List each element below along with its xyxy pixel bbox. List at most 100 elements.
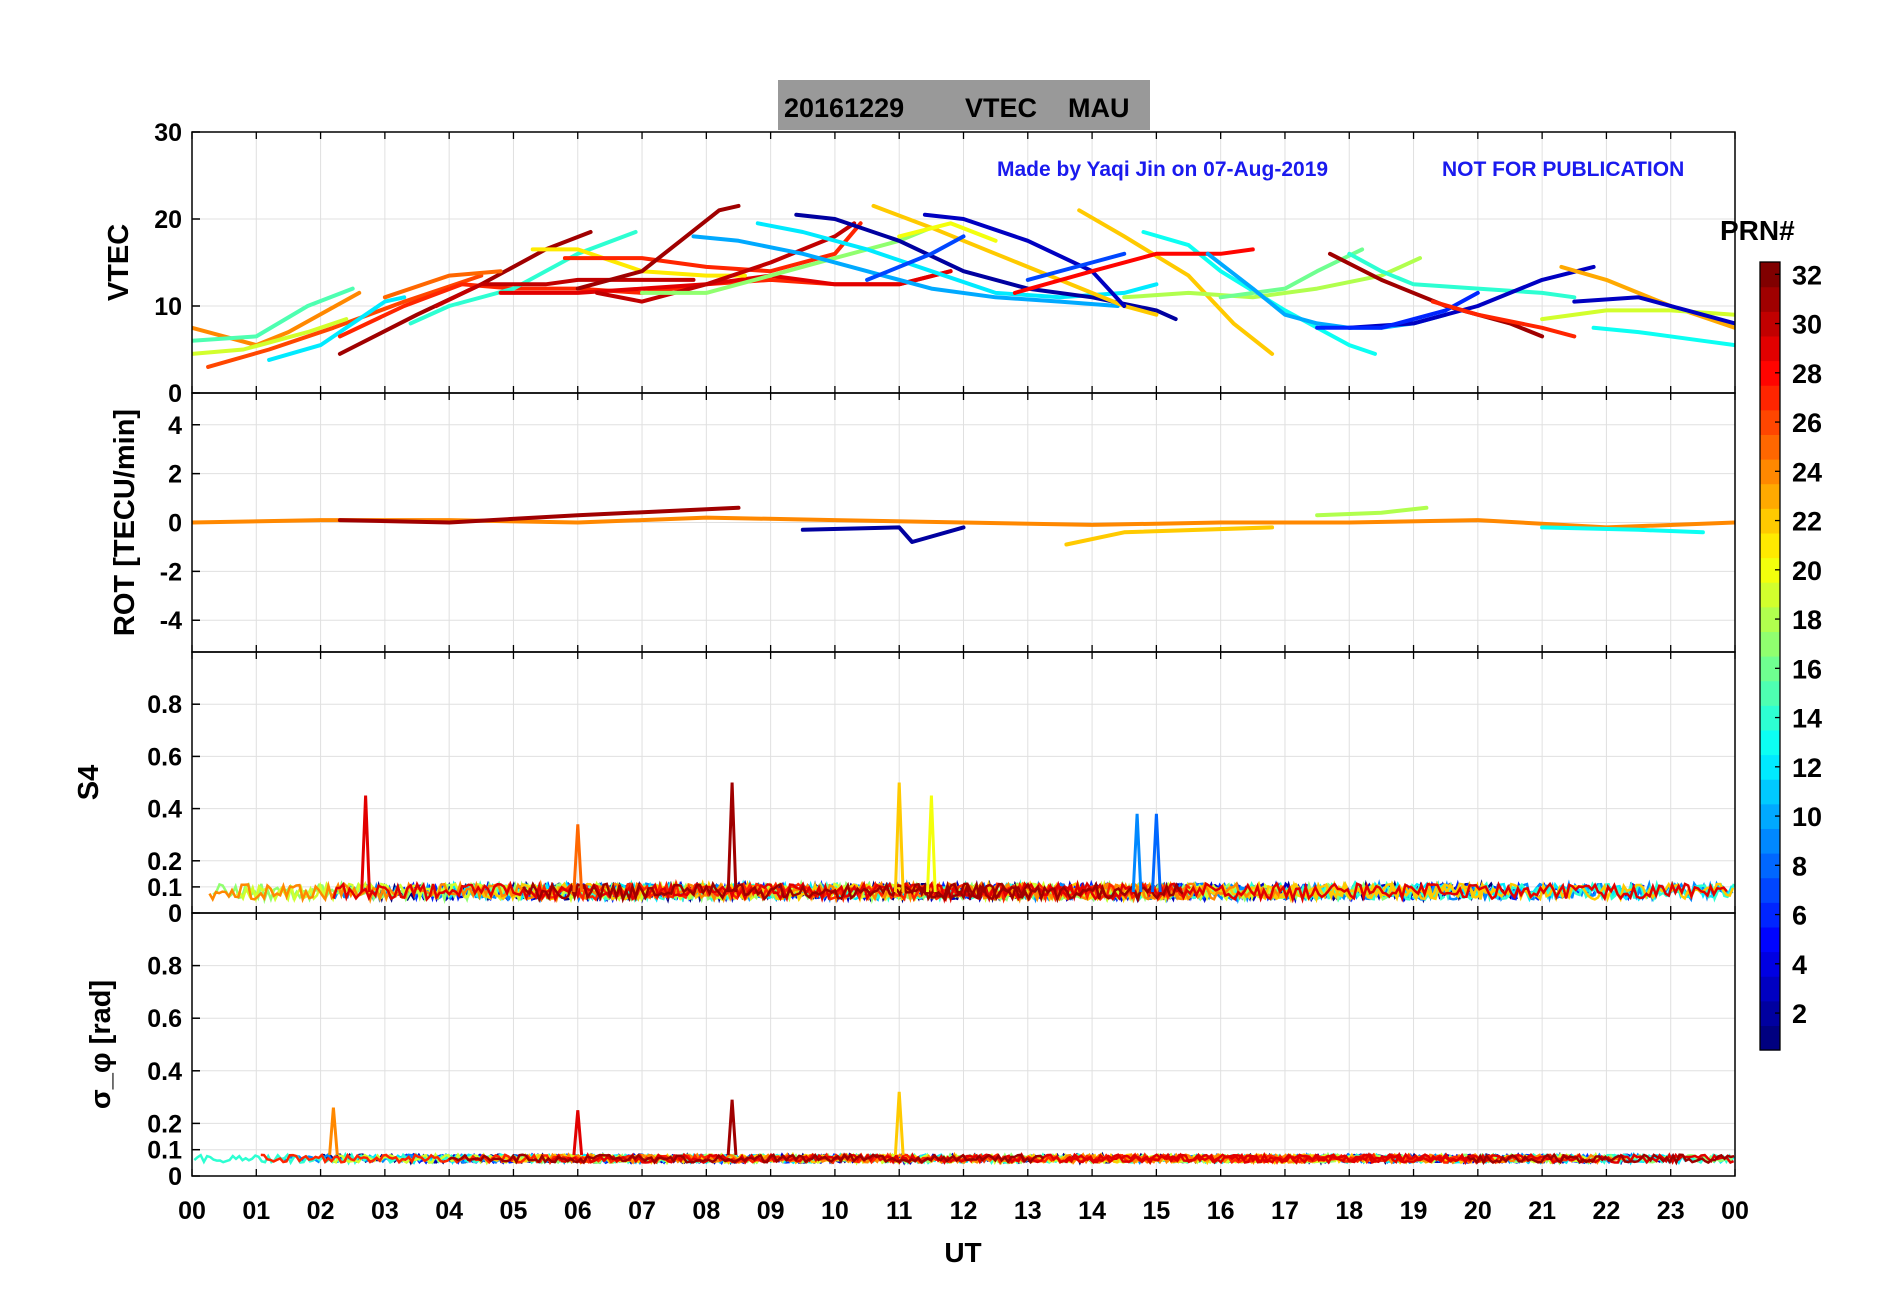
y-tick-label: 0.6	[147, 743, 182, 771]
colorbar-tick-label: 20	[1792, 556, 1822, 586]
colorbar-swatch	[1760, 656, 1780, 682]
colorbar-tick-label: 30	[1792, 310, 1822, 340]
x-tick-label: 07	[628, 1197, 656, 1225]
colorbar-swatch	[1760, 311, 1780, 337]
data-S4	[208, 782, 1735, 905]
y-tick-label: 0	[168, 380, 182, 408]
colorbar-swatch	[1760, 803, 1780, 829]
x-tick-label: 01	[242, 1197, 270, 1225]
colorbar-swatch	[1760, 729, 1780, 756]
series-prn-10	[691, 234, 1120, 308]
series-prn-6	[1315, 290, 1480, 330]
x-tick-label: 20	[1464, 1197, 1492, 1225]
series-prn-17	[640, 225, 934, 295]
peak-prn-9	[1131, 813, 1143, 893]
peak-prn-31	[726, 782, 738, 893]
series-prn-23	[1559, 264, 1735, 330]
peak-prn-24	[328, 1107, 339, 1156]
colorbar-swatch	[1760, 1000, 1780, 1026]
colorbar-tick-label: 10	[1792, 802, 1822, 832]
colorbar-swatch	[1760, 853, 1780, 879]
y-tick-label: 0.8	[147, 953, 182, 981]
y-tick-label: -4	[160, 607, 182, 635]
colorbar-swatch	[1760, 360, 1780, 386]
trace-prn-31	[448, 1152, 1045, 1165]
trace-prn-31	[522, 880, 1033, 904]
colorbar-swatch	[1760, 680, 1780, 706]
x-axis-ticks: 00 01 02 03 04 05 06 07 08 09 10 11 12 13 14 15 16 17 18 19…	[178, 1197, 1749, 1225]
y-tick-label: 0	[168, 900, 182, 928]
colorbar-swatch	[1760, 754, 1780, 780]
colorbar-tick-label: 22	[1792, 507, 1822, 537]
data-sigma_phi	[193, 1091, 1735, 1166]
x-tick-label: 00	[1721, 1197, 1749, 1225]
colorbar-swatch	[1760, 262, 1780, 288]
colorbar-tick-label: 8	[1792, 851, 1807, 881]
y-tick-label: 0.1	[147, 874, 182, 902]
colorbar-swatch	[1760, 902, 1780, 928]
series-prn-29	[498, 269, 953, 295]
colorbar-tick-label: 24	[1792, 457, 1822, 487]
peak-prn-29	[572, 1110, 584, 1156]
notice-text: NOT FOR PUBLICATION	[1442, 158, 1684, 181]
series-prn-30	[434, 277, 696, 308]
series-prn-25	[382, 269, 503, 300]
x-tick-label: 08	[692, 1197, 720, 1225]
y-axis-label: σ_φ [rad]	[85, 980, 117, 1109]
colorbar-swatch	[1760, 508, 1780, 534]
x-tick-label: 15	[1142, 1197, 1170, 1225]
x-tick-label: 13	[1014, 1197, 1042, 1225]
colorbar-swatch	[1760, 434, 1780, 460]
peak-prn-22	[893, 1091, 905, 1156]
series-prn-26	[206, 273, 484, 369]
data-VTEC	[192, 203, 1735, 369]
x-tick-label: 17	[1271, 1197, 1299, 1225]
colorbar-swatch	[1760, 877, 1780, 903]
colorbar-swatch	[1760, 779, 1780, 805]
x-tick-label: 06	[564, 1197, 592, 1225]
series-prn-20	[897, 221, 998, 243]
series-prn-27	[1430, 299, 1577, 339]
x-tick-label: 05	[500, 1197, 528, 1225]
x-tick-label: 23	[1657, 1197, 1685, 1225]
credit-text: Made by Yaqi Jin on 07-Aug-2019	[997, 158, 1328, 181]
colorbar-swatch	[1760, 1025, 1780, 1051]
panel-S4: 00.10.2 0.4 0.6 0.8 S4	[73, 651, 1736, 928]
x-tick-label: 12	[950, 1197, 978, 1225]
trace-prn-24	[548, 1151, 1319, 1165]
x-tick-label: 22	[1593, 1197, 1621, 1225]
x-tick-label: 03	[371, 1197, 399, 1225]
series-prn-2	[800, 525, 966, 544]
series-prn-22	[1064, 525, 1275, 547]
x-tick-label: 18	[1335, 1197, 1363, 1225]
series-prn-31	[1328, 251, 1545, 339]
peak-prn-20	[926, 795, 937, 893]
colorbar-label: PRN#	[1720, 215, 1795, 246]
colorbar-swatch	[1760, 483, 1780, 509]
series-prn-15	[192, 286, 355, 343]
series-prn-22	[1077, 208, 1275, 356]
colorbar-tick-label: 4	[1792, 950, 1807, 980]
series-prn-22	[871, 203, 1159, 317]
x-tick-label: 04	[435, 1197, 463, 1225]
colorbar-swatch	[1760, 631, 1780, 657]
x-tick-label: 09	[757, 1197, 785, 1225]
colorbar-swatch	[1760, 951, 1780, 977]
y-tick-label: 0.2	[147, 848, 182, 876]
y-tick-label: 0.4	[147, 1058, 182, 1086]
y-tick-label: 0.1	[147, 1137, 182, 1165]
series-prn-7	[865, 234, 966, 282]
trace-prn-31	[1466, 1152, 1735, 1166]
colorbar-swatch	[1760, 828, 1780, 854]
series-prn-14	[1347, 251, 1577, 300]
colorbar-tick-label: 18	[1792, 605, 1822, 635]
x-tick-label: 16	[1207, 1197, 1235, 1225]
y-axis-label: ROT [TECU/min]	[109, 409, 141, 636]
title-quantity: VTEC	[965, 93, 1037, 123]
y-tick-label: 20	[154, 206, 182, 234]
series-prn-13	[1540, 525, 1705, 535]
trace-prn-31	[895, 880, 1184, 904]
title-station: MAU	[1068, 93, 1130, 123]
